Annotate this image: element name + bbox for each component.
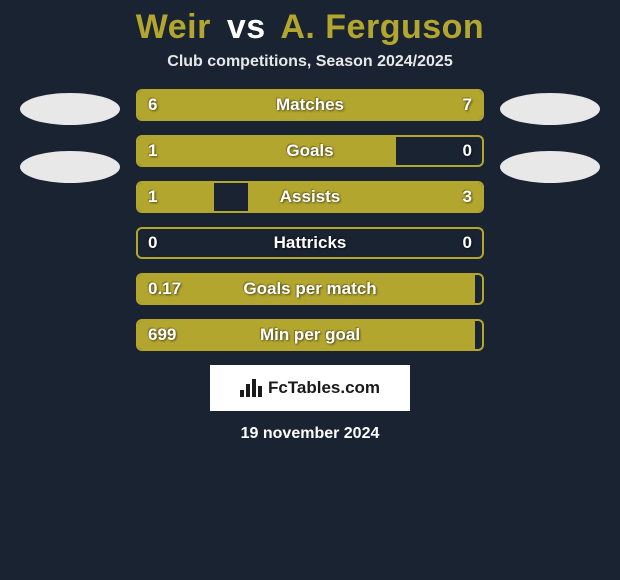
stat-value-right: 7 (463, 95, 472, 115)
stat-value-left: 0 (148, 233, 157, 253)
title-player1: Weir (136, 8, 211, 46)
stat-value-right: 0 (463, 141, 472, 161)
stat-label: Matches (276, 95, 344, 115)
stat-value-left: 0.17 (148, 279, 181, 299)
brand-box: FcTables.com (210, 365, 410, 411)
stat-label: Min per goal (260, 325, 360, 345)
page-title: Weir vs A. Ferguson (136, 8, 484, 47)
stats-area: Matches67Goals10Assists13Hattricks00Goal… (20, 89, 600, 351)
stat-row: Matches 6 7 (136, 89, 484, 121)
badges-right (500, 89, 600, 183)
comparison-card: Weir vs A. Ferguson Club competitions, S… (0, 0, 620, 443)
bar-left (138, 137, 396, 165)
stat-row: Goals 1 0 (136, 135, 484, 167)
title-vs: vs (227, 8, 266, 46)
stat-value-left: 1 (148, 141, 157, 161)
stat-value-left: 6 (148, 95, 157, 115)
club-badge (20, 151, 120, 183)
stat-label: Goals (286, 141, 333, 161)
stat-row: Assists 1 3 (136, 181, 484, 213)
stat-value-right: 3 (463, 187, 472, 207)
stat-row: Goals per match 0.17 (136, 273, 484, 305)
stat-label: Hattricks (274, 233, 347, 253)
bar-left (138, 91, 296, 119)
badges-left (20, 89, 120, 183)
stat-label: Assists (280, 187, 340, 207)
title-player2: A. Ferguson (280, 8, 484, 46)
stat-label: Goals per match (243, 279, 376, 299)
club-badge (500, 93, 600, 125)
footer-date: 19 november 2024 (241, 425, 380, 443)
bar-chart-icon (240, 379, 262, 397)
stat-value-right: 0 (463, 233, 472, 253)
brand-text: FcTables.com (268, 378, 380, 398)
stat-row: Hattricks 0 0 (136, 227, 484, 259)
club-badge (20, 93, 120, 125)
stat-value-left: 699 (148, 325, 176, 345)
stat-value-left: 1 (148, 187, 157, 207)
club-badge (500, 151, 600, 183)
stat-bars: Matches67Goals10Assists13Hattricks00Goal… (136, 89, 484, 351)
subtitle: Club competitions, Season 2024/2025 (167, 53, 452, 71)
stat-row: Min per goal 699 (136, 319, 484, 351)
